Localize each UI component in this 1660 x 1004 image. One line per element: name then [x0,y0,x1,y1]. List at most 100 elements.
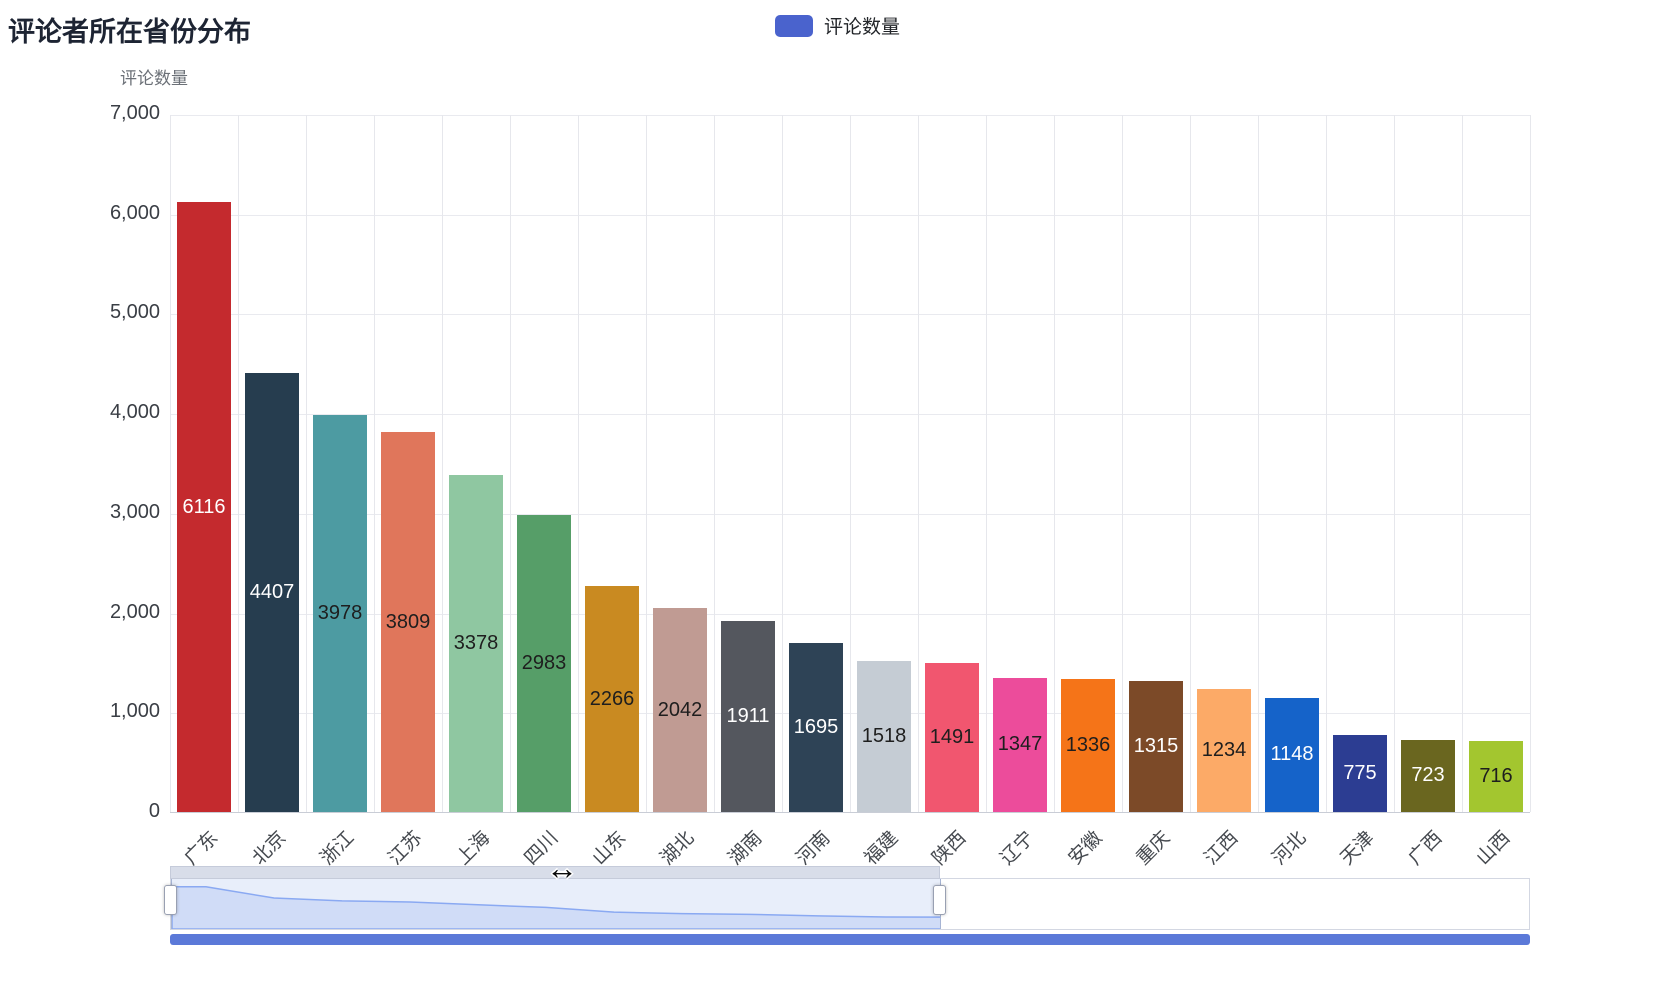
y-axis-tick-label: 4,000 [109,401,160,424]
bar-value-label: 1911 [726,705,770,728]
gridline-vertical [306,115,307,812]
bar-value-label: 3978 [317,602,363,625]
bar-河南[interactable]: 1695 [789,642,843,812]
x-axis-label-四川: 四川 [520,827,563,870]
bar-江苏[interactable]: 3809 [381,432,435,812]
gridline-vertical [442,115,443,812]
bar-河北[interactable]: 1148 [1265,697,1319,812]
gridline-vertical [714,115,715,812]
gridline-vertical [578,115,579,812]
gridline-vertical [1394,115,1395,812]
bar-四川[interactable]: 2983 [517,514,571,812]
x-axis-label-江西: 江西 [1200,827,1243,870]
gridline-vertical [170,115,171,812]
y-axis-tick-label: 1,000 [109,700,160,723]
bar-浙江[interactable]: 3978 [313,415,367,812]
bar-上海[interactable]: 3378 [449,475,503,812]
gridline-vertical [1530,115,1531,812]
gridline-vertical [782,115,783,812]
bar-value-label: 6116 [182,495,226,518]
x-axis-label-湖南: 湖南 [724,827,767,870]
gridline-vertical [986,115,987,812]
x-axis-label-上海: 上海 [452,827,495,870]
x-axis-label-辽宁: 辽宁 [996,827,1039,870]
gridline-vertical [918,115,919,812]
data-zoom-shadow [172,886,940,929]
y-axis-tick-label: 3,000 [109,500,160,523]
y-axis-tick-label: 2,000 [109,600,160,623]
bar-湖北[interactable]: 2042 [653,608,707,812]
bar-value-label: 2042 [657,698,703,721]
bar-湖南[interactable]: 1911 [721,621,775,812]
gridline-vertical [646,115,647,812]
legend-swatch [775,14,813,37]
y-axis-tick-label: 6,000 [109,201,160,224]
x-axis-label-湖北: 湖北 [656,827,699,870]
y-axis-name: 评论数量 [120,69,188,88]
data-zoom-window[interactable] [171,879,941,929]
y-axis-tick-label: 0 [148,800,160,822]
bar-重庆[interactable]: 1315 [1129,680,1183,812]
x-axis-label-福建: 福建 [860,827,903,870]
bar-value-label: 2983 [521,651,567,674]
bar-value-label: 716 [1479,764,1513,787]
x-axis-label-广西: 广西 [1404,827,1447,870]
x-axis-label-山西: 山西 [1472,827,1515,870]
bar-value-label: 2266 [589,687,635,710]
gridline-vertical [1122,115,1123,812]
bar-value-label: 1518 [861,724,907,747]
bar-辽宁[interactable]: 1347 [993,677,1047,812]
gridline-vertical [238,115,239,812]
x-axis-label-天津: 天津 [1336,827,1379,870]
bar-安徽[interactable]: 1336 [1061,678,1115,812]
x-axis-label-河南: 河南 [792,827,835,870]
bar-value-label: 1148 [1270,743,1314,766]
bar-value-label: 1234 [1201,738,1247,761]
x-axis-label-重庆: 重庆 [1132,827,1175,870]
x-axis-label-广东: 广东 [180,827,223,870]
data-zoom-left-handle[interactable] [164,885,177,915]
x-axis-label-山东: 山东 [588,827,631,870]
bar-value-label: 3378 [453,632,499,655]
gridline-vertical [1326,115,1327,812]
bar-北京[interactable]: 4407 [245,372,299,812]
bar-江西[interactable]: 1234 [1197,688,1251,812]
bar-value-label: 775 [1343,761,1377,784]
gridline-vertical [1462,115,1463,812]
x-axis-label-浙江: 浙江 [316,827,359,870]
bar-value-label: 1315 [1133,734,1179,757]
bar-山西[interactable]: 716 [1469,740,1523,812]
data-zoom-move-handle[interactable] [170,866,940,879]
bar-陕西[interactable]: 1491 [925,663,979,812]
gridline-vertical [374,115,375,812]
legend-item-comment-count[interactable]: 评论数量 [775,12,900,39]
bottom-scrollbar[interactable] [170,934,1530,945]
x-axis-label-北京: 北京 [248,827,291,870]
x-axis-label-陕西: 陕西 [928,827,971,870]
bar-value-label: 1347 [997,733,1043,756]
legend-label: 评论数量 [824,17,901,38]
bar-广西[interactable]: 723 [1401,739,1455,812]
bar-value-label: 1695 [793,715,839,738]
bar-广东[interactable]: 6116 [177,202,231,812]
bar-value-label: 723 [1411,764,1445,787]
x-axis-label-安徽: 安徽 [1064,827,1107,870]
data-zoom-track[interactable] [170,878,1530,930]
gridline-vertical [1258,115,1259,812]
x-axis-label-河北: 河北 [1268,827,1311,870]
bar-天津[interactable]: 775 [1333,734,1387,812]
y-axis-tick-label: 7,000 [109,102,160,124]
y-axis-tick-label: 5,000 [109,301,160,324]
data-zoom-right-handle[interactable] [932,885,946,915]
gridline-vertical [850,115,851,812]
bar-山东[interactable]: 2266 [585,586,639,812]
x-axis-label-江苏: 江苏 [384,827,427,870]
gridline-vertical [1054,115,1055,812]
bar-value-label: 1336 [1065,733,1111,756]
bar-福建[interactable]: 1518 [857,660,911,812]
bar-value-label: 4407 [249,580,295,603]
chart-title: 评论者所在省份分布 [8,17,251,47]
plot-area: 6116 4407 3978 3809 3378 2983 2266 2042 1911 1695… [170,115,1531,813]
bar-value-label: 1491 [929,726,975,749]
